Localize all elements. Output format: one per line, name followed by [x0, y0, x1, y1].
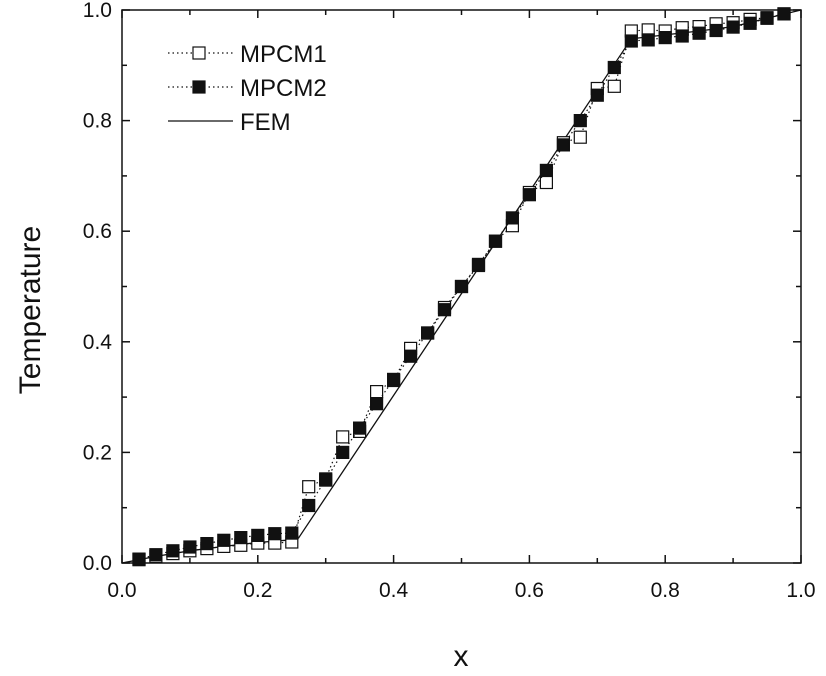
data-point-mpcm2 — [743, 16, 757, 30]
y-tick-label: 0.4 — [83, 331, 113, 354]
data-point-mpcm1 — [302, 480, 316, 494]
data-point-mpcm1 — [539, 175, 554, 190]
data-point-mpcm2 — [421, 326, 435, 340]
x-tick-label: 0.4 — [379, 579, 409, 602]
y-axis-title: Temperature — [14, 226, 47, 394]
x-tick-label: 0.2 — [243, 579, 272, 602]
legend-label-mpcm2: MPCM2 — [240, 75, 327, 102]
data-point-mpcm2 — [607, 60, 621, 75]
data-point-mpcm2 — [573, 113, 587, 128]
data-point-mpcm2 — [200, 536, 214, 551]
x-tick-label: 0.6 — [515, 579, 544, 602]
data-point-mpcm2 — [624, 34, 638, 48]
data-point-mpcm2 — [234, 530, 248, 545]
data-point-mpcm2 — [777, 7, 791, 21]
x-axis-title: x — [454, 640, 469, 673]
series-layer — [121, 7, 802, 567]
data-point-mpcm2 — [217, 533, 231, 547]
data-point-mpcm2 — [454, 279, 469, 294]
data-point-mpcm2 — [658, 31, 672, 45]
data-point-mpcm2 — [590, 88, 604, 102]
data-point-mpcm2 — [183, 540, 197, 554]
data-point-mpcm1 — [573, 130, 587, 144]
data-point-mpcm2 — [709, 23, 723, 38]
data-point-mpcm2 — [437, 303, 452, 317]
data-point-mpcm2 — [302, 498, 316, 513]
legend-label-fem: FEM — [240, 109, 291, 136]
data-point-mpcm2 — [404, 349, 418, 363]
data-point-mpcm2 — [336, 445, 350, 459]
x-tick-label: 1.0 — [786, 579, 815, 602]
y-tick-label: 0.0 — [83, 552, 112, 575]
data-point-mpcm2 — [132, 552, 146, 566]
legend-marker-mpcm1 — [192, 46, 206, 60]
data-point-mpcm2 — [319, 473, 333, 487]
y-tick-label: 0.6 — [83, 220, 112, 243]
legend-marker-mpcm2 — [192, 80, 206, 94]
data-point-mpcm2 — [522, 188, 537, 202]
data-point-mpcm2 — [370, 397, 384, 411]
x-axis: 0.0 0.2 0.4 0.6 0.8 1.0 — [107, 10, 816, 602]
data-point-mpcm2 — [641, 33, 655, 47]
x-tick-label: 0.8 — [651, 579, 680, 602]
y-tick-label: 1.0 — [83, 0, 112, 22]
y-axis: 0.0 0.2 0.4 0.6 0.8 1.0 — [83, 0, 801, 575]
y-tick-label: 0.2 — [83, 441, 112, 464]
data-point-mpcm2 — [692, 26, 706, 40]
data-point-mpcm2 — [353, 421, 367, 435]
legend-label-mpcm1: MPCM1 — [240, 41, 327, 68]
data-point-mpcm2 — [556, 138, 571, 152]
data-point-mpcm2 — [539, 163, 554, 177]
data-point-mpcm2 — [505, 211, 519, 225]
data-point-mpcm2 — [268, 527, 282, 541]
data-point-mpcm2 — [760, 11, 774, 25]
data-point-mpcm2 — [488, 234, 503, 248]
data-point-mpcm2 — [471, 257, 486, 271]
data-point-mpcm2 — [285, 526, 299, 540]
data-point-mpcm2 — [149, 548, 163, 562]
x-tick-label: 0.0 — [107, 579, 136, 602]
data-point-mpcm1 — [370, 385, 384, 399]
data-point-mpcm1 — [607, 79, 621, 93]
data-point-mpcm2 — [387, 372, 401, 386]
legend: MPCM1 MPCM2 FEM — [168, 41, 327, 136]
y-tick-label: 0.8 — [83, 110, 112, 133]
data-point-mpcm2 — [166, 544, 180, 558]
data-point-mpcm2 — [251, 528, 265, 543]
data-point-mpcm2 — [675, 29, 689, 43]
data-point-mpcm1 — [336, 430, 350, 444]
data-point-mpcm2 — [726, 20, 740, 34]
